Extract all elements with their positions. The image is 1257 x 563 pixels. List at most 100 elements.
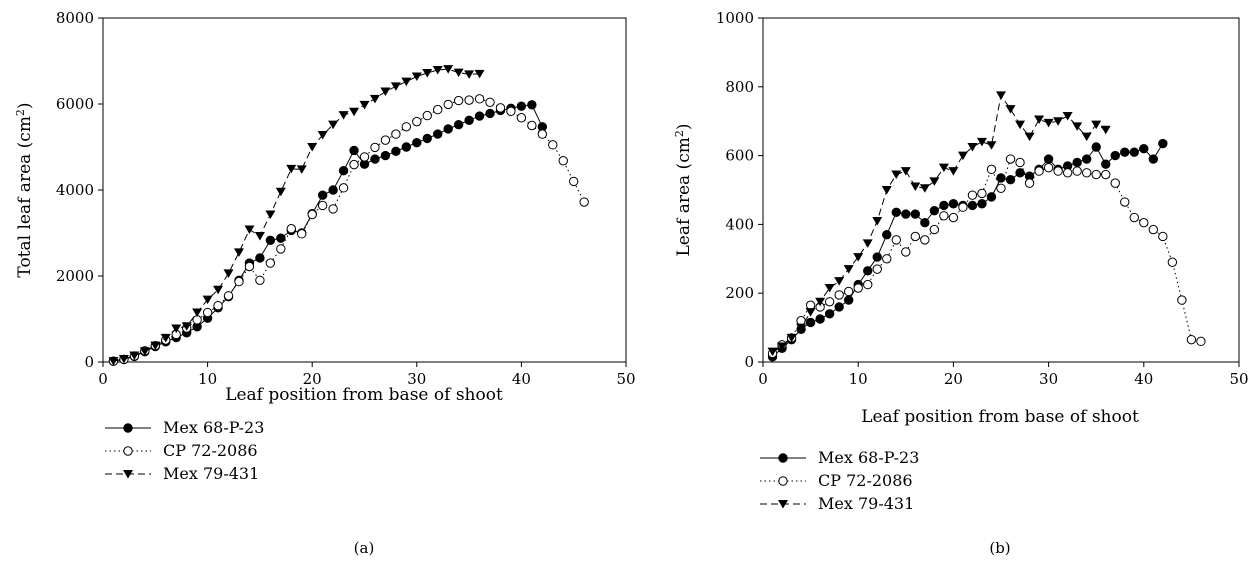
data-point [1139,217,1149,228]
data-point [1101,159,1111,169]
data-point [213,285,224,295]
data-point [464,95,474,105]
legend: Mex 68-P-23 CP 72-2086 Mex 79-431 [105,418,264,483]
data-point [548,140,558,150]
data-point [872,216,883,226]
data-point [901,209,911,219]
y-axis-label-main: Total leaf area (cm [15,116,35,278]
data-point [1129,147,1139,157]
data-point [118,354,129,364]
data-point [359,100,370,110]
data-point [485,97,495,107]
data-point [1072,166,1082,176]
data-point [986,164,997,175]
legend-marker [123,446,133,456]
data-point [1053,166,1063,176]
y-axis-label-main: Leaf area (cm [674,137,694,256]
data-point [276,233,286,243]
panel-label: (a) [354,539,375,557]
data-point [265,235,276,246]
axis-ticks: 0 10 20 30 40 50 0 200 400 600 800 1000 [716,9,1249,388]
data-point [948,199,959,209]
data-point [474,111,485,121]
data-point [286,164,297,174]
data-point [401,142,412,152]
data-point [181,322,192,331]
legend-marker [123,423,133,433]
data-point [1005,154,1016,164]
data-point [265,258,276,268]
data-point [977,199,987,209]
axis-ticks: 0 10 20 30 40 50 0 2000 4000 6000 8000 [56,9,636,388]
data-point [233,248,244,257]
data-point [1005,105,1016,114]
x-tick-label: 40 [1134,370,1153,388]
data-point [948,167,959,176]
x-tick-label: 10 [849,370,868,388]
data-point [443,124,453,134]
legend: Mex 68-P-23 CP 72-2086 Mex 79-431 [760,448,919,513]
x-tick-label: 20 [944,370,963,388]
data-point [265,210,276,220]
data-point [338,165,349,176]
y-tick-label: 2000 [56,267,94,285]
data-point [1043,118,1054,128]
x-tick-label: 20 [303,370,322,388]
data-point [307,209,317,220]
data-point [297,229,307,239]
data-point [882,254,892,264]
data-point [986,141,997,150]
data-point [380,87,391,97]
data-point [359,152,370,162]
y-tick-label: 600 [725,147,754,165]
data-point [474,94,485,104]
legend-marker [778,500,788,509]
y-axis-label-end: ) [15,102,35,109]
data-point [223,291,234,301]
data-point [1081,154,1092,164]
data-point [349,145,359,156]
data-point [1091,142,1101,152]
data-point [369,94,380,104]
data-point [380,135,391,145]
data-point [527,100,537,110]
data-point [433,129,443,139]
data-point [1091,169,1101,180]
data-point [796,323,807,333]
data-point [1072,122,1083,131]
data-point [516,101,527,111]
data-point [391,146,401,157]
y-axis-label-sup: 2 [673,130,686,137]
y-tick-label: 400 [725,215,754,233]
data-point [485,108,495,119]
data-point [464,115,474,126]
data-point [464,70,475,79]
data-point [307,143,318,152]
series-line [113,68,480,362]
data-point [412,116,422,127]
series-line [772,94,1106,353]
y-axis-label: Total leaf area (cm2) [14,102,35,277]
data-point [223,269,234,278]
data-point [1177,295,1187,305]
data-point [1034,166,1044,176]
y-tick-label: 6000 [56,95,94,113]
data-point [370,142,380,153]
data-point [1100,125,1111,135]
data-point [108,357,119,366]
data-point [506,106,516,117]
data-point [967,190,978,200]
x-tick-label: 10 [198,370,217,388]
data-point [1053,117,1064,126]
data-point [317,190,328,200]
series-line [113,104,543,362]
legend-label: CP 72-2086 [163,441,258,460]
data-point [1196,336,1206,347]
x-tick-label: 50 [616,370,635,388]
x-tick-label: 30 [407,370,426,388]
data-point [1034,115,1045,124]
data-point [939,211,949,221]
series-layer [108,65,589,366]
series-line [113,98,585,362]
data-point [777,342,788,352]
